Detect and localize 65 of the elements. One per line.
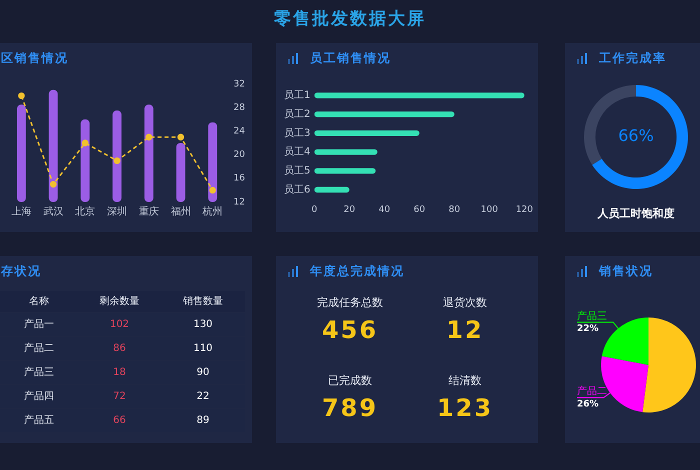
category-label: 产品五 <box>23 414 55 428</box>
x-tick-label: 100 <box>480 204 498 215</box>
category-label: 结清数 <box>448 374 482 388</box>
data-label: 66% <box>618 126 654 146</box>
chart-title: 工作完成率 <box>599 51 666 65</box>
chart-title: 员工销售情况 <box>310 51 391 65</box>
x-tick-label: 杭州 <box>202 206 223 218</box>
text: 名称 <box>28 295 50 309</box>
x-tick-label: 重庆 <box>138 206 159 218</box>
x-tick-label: 0 <box>311 204 318 215</box>
y-tick-label: 员工5 <box>284 165 310 176</box>
text: 人员工时饱和度 <box>596 207 676 221</box>
category-label: 退货次数 <box>442 296 488 310</box>
x-tick-label: 60 <box>414 204 426 215</box>
category-label: 产品一 <box>23 318 55 332</box>
text: 年度总完成情况 <box>310 264 404 278</box>
data-label: 18 <box>112 366 127 380</box>
chart-title: 销售状况 <box>599 264 653 278</box>
x-tick-label: 北京 <box>75 206 96 218</box>
data-label: 789 <box>320 393 380 423</box>
y-tick-label: 员工3 <box>284 128 310 139</box>
data-label: 72 <box>112 390 127 404</box>
slice-label: 产品二 <box>577 385 607 398</box>
y-tick-label: 员工6 <box>284 184 310 196</box>
text: 零售批发数据大屏 <box>273 8 427 30</box>
y2-tick-label: 16 <box>234 174 246 184</box>
data-label: 86 <box>112 342 127 356</box>
chart-title: 区销售情况 <box>1 51 68 65</box>
series-label: 剩余数量 <box>98 295 140 309</box>
data-label: 456 <box>320 315 380 345</box>
data-label: 123 <box>436 393 494 423</box>
data-label: 66 <box>112 414 127 428</box>
data-label: 22 <box>196 390 210 404</box>
y2-tick-label: 12 <box>234 197 245 208</box>
category-label: 产品三 <box>23 366 55 380</box>
x-tick-label: 40 <box>378 204 390 215</box>
x-tick-label: 深圳 <box>107 206 128 218</box>
data-label: 12 <box>445 315 485 345</box>
x-tick-label: 武汉 <box>43 206 64 218</box>
y2-tick-label: 20 <box>234 150 246 160</box>
data-label: 102 <box>108 318 130 332</box>
x-tick-label: 20 <box>344 204 356 215</box>
x-tick-label: 福州 <box>170 206 191 218</box>
category-label: 产品二 <box>23 342 55 356</box>
y-tick-label: 员工2 <box>284 108 310 120</box>
y-tick-label: 员工4 <box>284 146 310 158</box>
x-tick-label: 120 <box>516 204 534 215</box>
category-label: 产品四 <box>23 390 55 404</box>
x-tick-label: 上海 <box>11 206 32 218</box>
text: 存状况 <box>1 264 42 278</box>
data-label: 90 <box>196 366 210 380</box>
y2-tick-label: 32 <box>234 79 245 90</box>
data-label: 26% <box>577 399 599 410</box>
slice-label: 产品三 <box>577 310 607 322</box>
y2-tick-label: 28 <box>234 102 246 113</box>
y-tick-label: 员工1 <box>284 90 310 102</box>
y2-tick-label: 24 <box>234 126 246 137</box>
data-label: 22% <box>577 324 599 334</box>
category-label: 完成任务总数 <box>316 296 384 310</box>
data-label: 89 <box>196 414 210 428</box>
data-label: 130 <box>192 318 214 332</box>
x-tick-label: 80 <box>448 204 460 215</box>
data-label: 110 <box>192 342 214 356</box>
category-label: 已完成数 <box>327 374 373 388</box>
text: 销售数量 <box>182 295 224 309</box>
